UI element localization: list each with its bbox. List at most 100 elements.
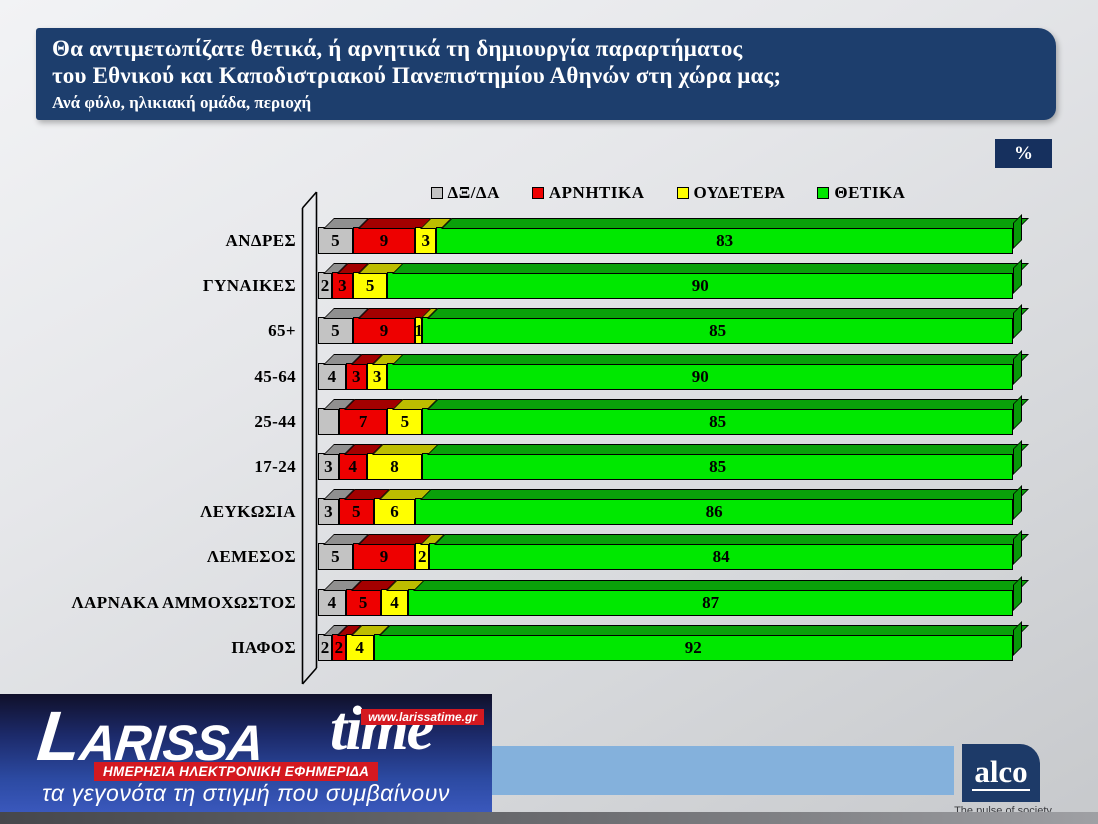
stacked-bar: 3 4 8 85 — [318, 440, 1022, 480]
bar-segment-side-face — [1012, 304, 1022, 339]
bar-segment-side-face — [1012, 350, 1022, 385]
bar-segment-ΑΡΝΗΤΙΚΑ: 7 — [338, 408, 388, 435]
bar-segment-ΔΞ/ΔΑ — [318, 408, 339, 435]
bar-segment-ΑΡΝΗΤΙΚΑ: 9 — [352, 317, 416, 344]
percent-unit-badge: % — [995, 139, 1052, 168]
title-subtitle: Ανά φύλο, ηλικιακή ομάδα, περιοχή — [52, 93, 312, 112]
bar-row: 65+ 5 9 1 85 — [0, 304, 1098, 344]
time-wordmark: time — [330, 695, 434, 763]
bar-row: ΑΝΔΡΕΣ 5 9 3 83 — [0, 214, 1098, 254]
bar-segment-ΔΞ/ΔΑ: 5 — [318, 227, 353, 254]
bar-segment-ΔΞ/ΔΑ: 4 — [318, 589, 346, 616]
bar-segment-side-face — [1012, 395, 1022, 430]
bar-segment-ΟΥΔΕΤΕΡΑ: 6 — [373, 498, 416, 525]
bar-segment-ΔΞ/ΔΑ: 4 — [318, 363, 346, 390]
bar-segment-side-face — [1012, 576, 1022, 611]
category-label: ΑΝΔΡΕΣ — [225, 231, 296, 250]
bar-segment-side-face — [1012, 621, 1022, 656]
category-label: ΛΕΥΚΩΣΙΑ — [200, 502, 296, 521]
bar-segment-ΔΞ/ΔΑ: 2 — [318, 634, 332, 661]
category-label: 25-44 — [254, 412, 296, 431]
legend-swatch-4 — [817, 187, 830, 199]
title-block: Θα αντιμετωπίζατε θετικά, ή αρνητικά τη … — [36, 28, 1056, 120]
bar-segment-ΘΕΤΙΚΑ: 83 — [436, 214, 1022, 254]
bar-row: ΓΥΝΑΙΚΕΣ 2 3 5 90 — [0, 259, 1098, 299]
bar-segment-ΑΡΝΗΤΙΚΑ: 9 — [352, 227, 416, 254]
bar-row: 25-44 7 5 85 — [0, 395, 1098, 435]
legend-item-1: ΔΞ/ΔΑ — [430, 183, 500, 203]
stacked-bar: 5 9 1 85 — [318, 304, 1022, 344]
stacked-bar: 4 3 3 90 — [318, 350, 1022, 390]
bar-segment-ΑΡΝΗΤΙΚΑ: 2 — [331, 634, 346, 661]
title-line-2: του Εθνικού και Καποδιστριακού Πανεπιστη… — [52, 63, 782, 88]
bar-segment-side-face — [1012, 214, 1022, 249]
bar-segment-side-face — [1012, 485, 1022, 520]
bar-segment-ΔΞ/ΔΑ: 5 — [318, 317, 353, 344]
bar-segment-ΟΥΔΕΤΕΡΑ: 4 — [380, 589, 409, 616]
bar-row: 45-64 4 3 3 90 — [0, 350, 1098, 390]
bar-segment-ΔΞ/ΔΑ: 2 — [318, 272, 332, 299]
legend-swatch-2 — [531, 187, 544, 199]
bar-segment-ΑΡΝΗΤΙΚΑ: 5 — [338, 498, 374, 525]
bar-segment-ΟΥΔΕΤΕΡΑ: 4 — [345, 634, 374, 661]
category-axis-frame — [301, 191, 318, 685]
legend-label-2: ΑΡΝΗΤΙΚΑ — [548, 183, 645, 202]
bar-segment-ΟΥΔΕΤΕΡΑ: 3 — [415, 227, 437, 254]
bar-row: ΛΑΡΝΑΚΑ ΑΜΜΟΧΩΣΤΟΣ 4 5 4 87 — [0, 576, 1098, 616]
legend-label-1: ΔΞ/ΔΑ — [447, 183, 500, 202]
bar-segment-ΔΞ/ΔΑ: 5 — [318, 543, 353, 570]
title-line-1: Θα αντιμετωπίζατε θετικά, ή αρνητικά τη … — [52, 36, 743, 61]
stacked-bar: 2 2 4 92 — [318, 621, 1022, 661]
bar-segment-ΑΡΝΗΤΙΚΑ: 9 — [352, 543, 416, 570]
alco-logo: alco — [962, 744, 1040, 802]
category-label: 45-64 — [254, 367, 296, 386]
bar-segment-ΟΥΔΕΤΕΡΑ: 5 — [387, 408, 423, 435]
bar-segment-ΘΕΤΙΚΑ: 92 — [373, 621, 1022, 661]
bar-row: ΛΕΥΚΩΣΙΑ 3 5 6 86 — [0, 485, 1098, 525]
bar-segment-ΘΕΤΙΚΑ: 85 — [422, 304, 1022, 344]
category-label: 65+ — [268, 321, 296, 340]
category-label: ΛΑΡΝΑΚΑ ΑΜΜΟΧΩΣΤΟΣ — [71, 593, 296, 612]
stacked-bar: 3 5 6 86 — [318, 485, 1022, 525]
bar-segment-ΟΥΔΕΤΕΡΑ: 3 — [366, 363, 388, 390]
legend-label-4: ΘΕΤΙΚΑ — [834, 183, 906, 202]
bar-segment-ΔΞ/ΔΑ: 3 — [318, 453, 339, 480]
bar-segment-ΟΥΔΕΤΕΡΑ: 1 — [415, 317, 423, 344]
footer-blue-band — [492, 746, 954, 795]
bar-row: ΛΕΜΕΣΟΣ 5 9 2 84 — [0, 530, 1098, 570]
stacked-bar: 5 9 2 84 — [318, 530, 1022, 570]
stacked-bar: 7 5 85 — [318, 395, 1022, 435]
legend-item-4: ΘΕΤΙΚΑ — [817, 183, 905, 203]
bar-segment-ΔΞ/ΔΑ: 3 — [318, 498, 339, 525]
bar-segment-ΘΕΤΙΚΑ: 87 — [408, 576, 1022, 616]
bar-segment-ΘΕΤΙΚΑ: 86 — [415, 485, 1022, 525]
bar-segment-side-face — [1012, 440, 1022, 475]
bar-row: 17-24 3 4 8 85 — [0, 440, 1098, 480]
category-label: ΠΑΦΟΣ — [231, 638, 296, 657]
larissatime-url-badge: www.larissatime.gr — [361, 709, 484, 725]
bar-segment-ΘΕΤΙΚΑ: 84 — [429, 530, 1022, 570]
bar-segment-ΑΡΝΗΤΙΚΑ: 3 — [345, 363, 367, 390]
larissatime-logo: LARISSA time www.larissatime.gr ΗΜΕΡΗΣΙΑ… — [0, 694, 492, 812]
bar-segment-ΑΡΝΗΤΙΚΑ: 4 — [338, 453, 367, 480]
bar-segment-side-face — [1012, 259, 1022, 294]
bar-segment-ΘΕΤΙΚΑ: 90 — [387, 259, 1022, 299]
legend-swatch-3 — [676, 187, 689, 199]
bar-segment-ΑΡΝΗΤΙΚΑ: 5 — [345, 589, 381, 616]
bar-segment-ΘΕΤΙΚΑ: 90 — [387, 350, 1022, 390]
larissa-tagline: τα γεγονότα τη στιγμή που συμβαίνουν — [42, 780, 450, 806]
category-label: ΛΕΜΕΣΟΣ — [206, 547, 296, 566]
bar-segment-ΟΥΔΕΤΕΡΑ: 2 — [415, 543, 430, 570]
stacked-bar: 4 5 4 87 — [318, 576, 1022, 616]
legend-swatch-1 — [430, 187, 443, 199]
footer-dark-strip — [0, 812, 1098, 824]
category-label: 17-24 — [254, 457, 296, 476]
bar-segment-ΟΥΔΕΤΕΡΑ: 8 — [366, 453, 423, 480]
bar-segment-ΟΥΔΕΤΕΡΑ: 5 — [352, 272, 388, 299]
category-label: ΓΥΝΑΙΚΕΣ — [202, 276, 296, 295]
bar-segment-ΘΕΤΙΚΑ: 85 — [422, 440, 1022, 480]
legend-item-2: ΑΡΝΗΤΙΚΑ — [531, 183, 645, 203]
bar-segment-ΘΕΤΙΚΑ: 85 — [422, 395, 1022, 435]
legend-item-3: ΟΥΔΕΤΕΡΑ — [676, 183, 786, 203]
stacked-bar: 5 9 3 83 — [318, 214, 1022, 254]
